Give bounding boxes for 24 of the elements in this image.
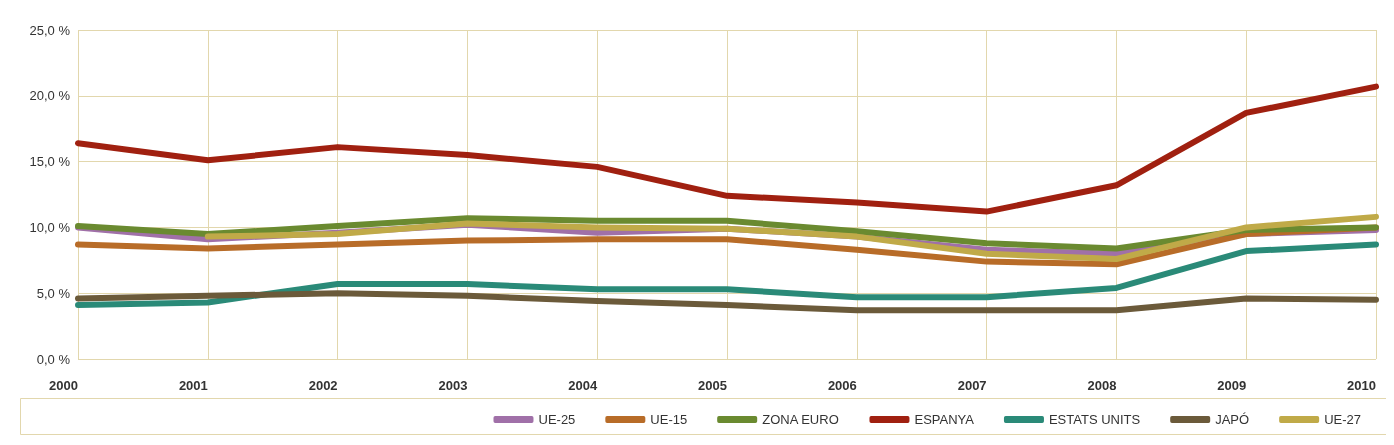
legend-label: UE-25 [538,412,576,427]
x-tick-label: 2001 [178,378,208,393]
x-tick-label: 2005 [698,378,727,393]
x-tick-label: 2006 [827,378,857,393]
legend-label: ESTATS UNITS [1048,412,1141,427]
y-tick-label: 25,0 % [29,22,71,38]
x-tick-label: 2007 [957,378,987,393]
y-tick-label: 20,0 % [29,88,71,104]
legend-label: ZONA EURO [762,412,839,427]
legend-label: ESPANYA [914,412,975,427]
x-tick-label: 2004 [568,378,598,393]
x-tick-label: 2008 [1087,378,1117,393]
y-tick-label: 15,0 % [29,154,71,170]
x-tick-label: 2003 [438,378,468,393]
y-tick-label: 5,0 % [36,285,71,301]
x-tick-label: 2009 [1217,378,1247,393]
legend-label: UE-15 [650,412,688,427]
y-tick-label: 10,0 % [29,219,71,235]
x-tick-label: 2002 [308,378,338,393]
legend-label: UE-27 [1324,412,1362,427]
y-tick-label: 0,0 % [36,351,71,367]
legend-label: JAPÓ [1215,412,1250,427]
x-tick-label: 2010 [1347,378,1376,393]
x-tick-label: 2000 [49,378,78,393]
